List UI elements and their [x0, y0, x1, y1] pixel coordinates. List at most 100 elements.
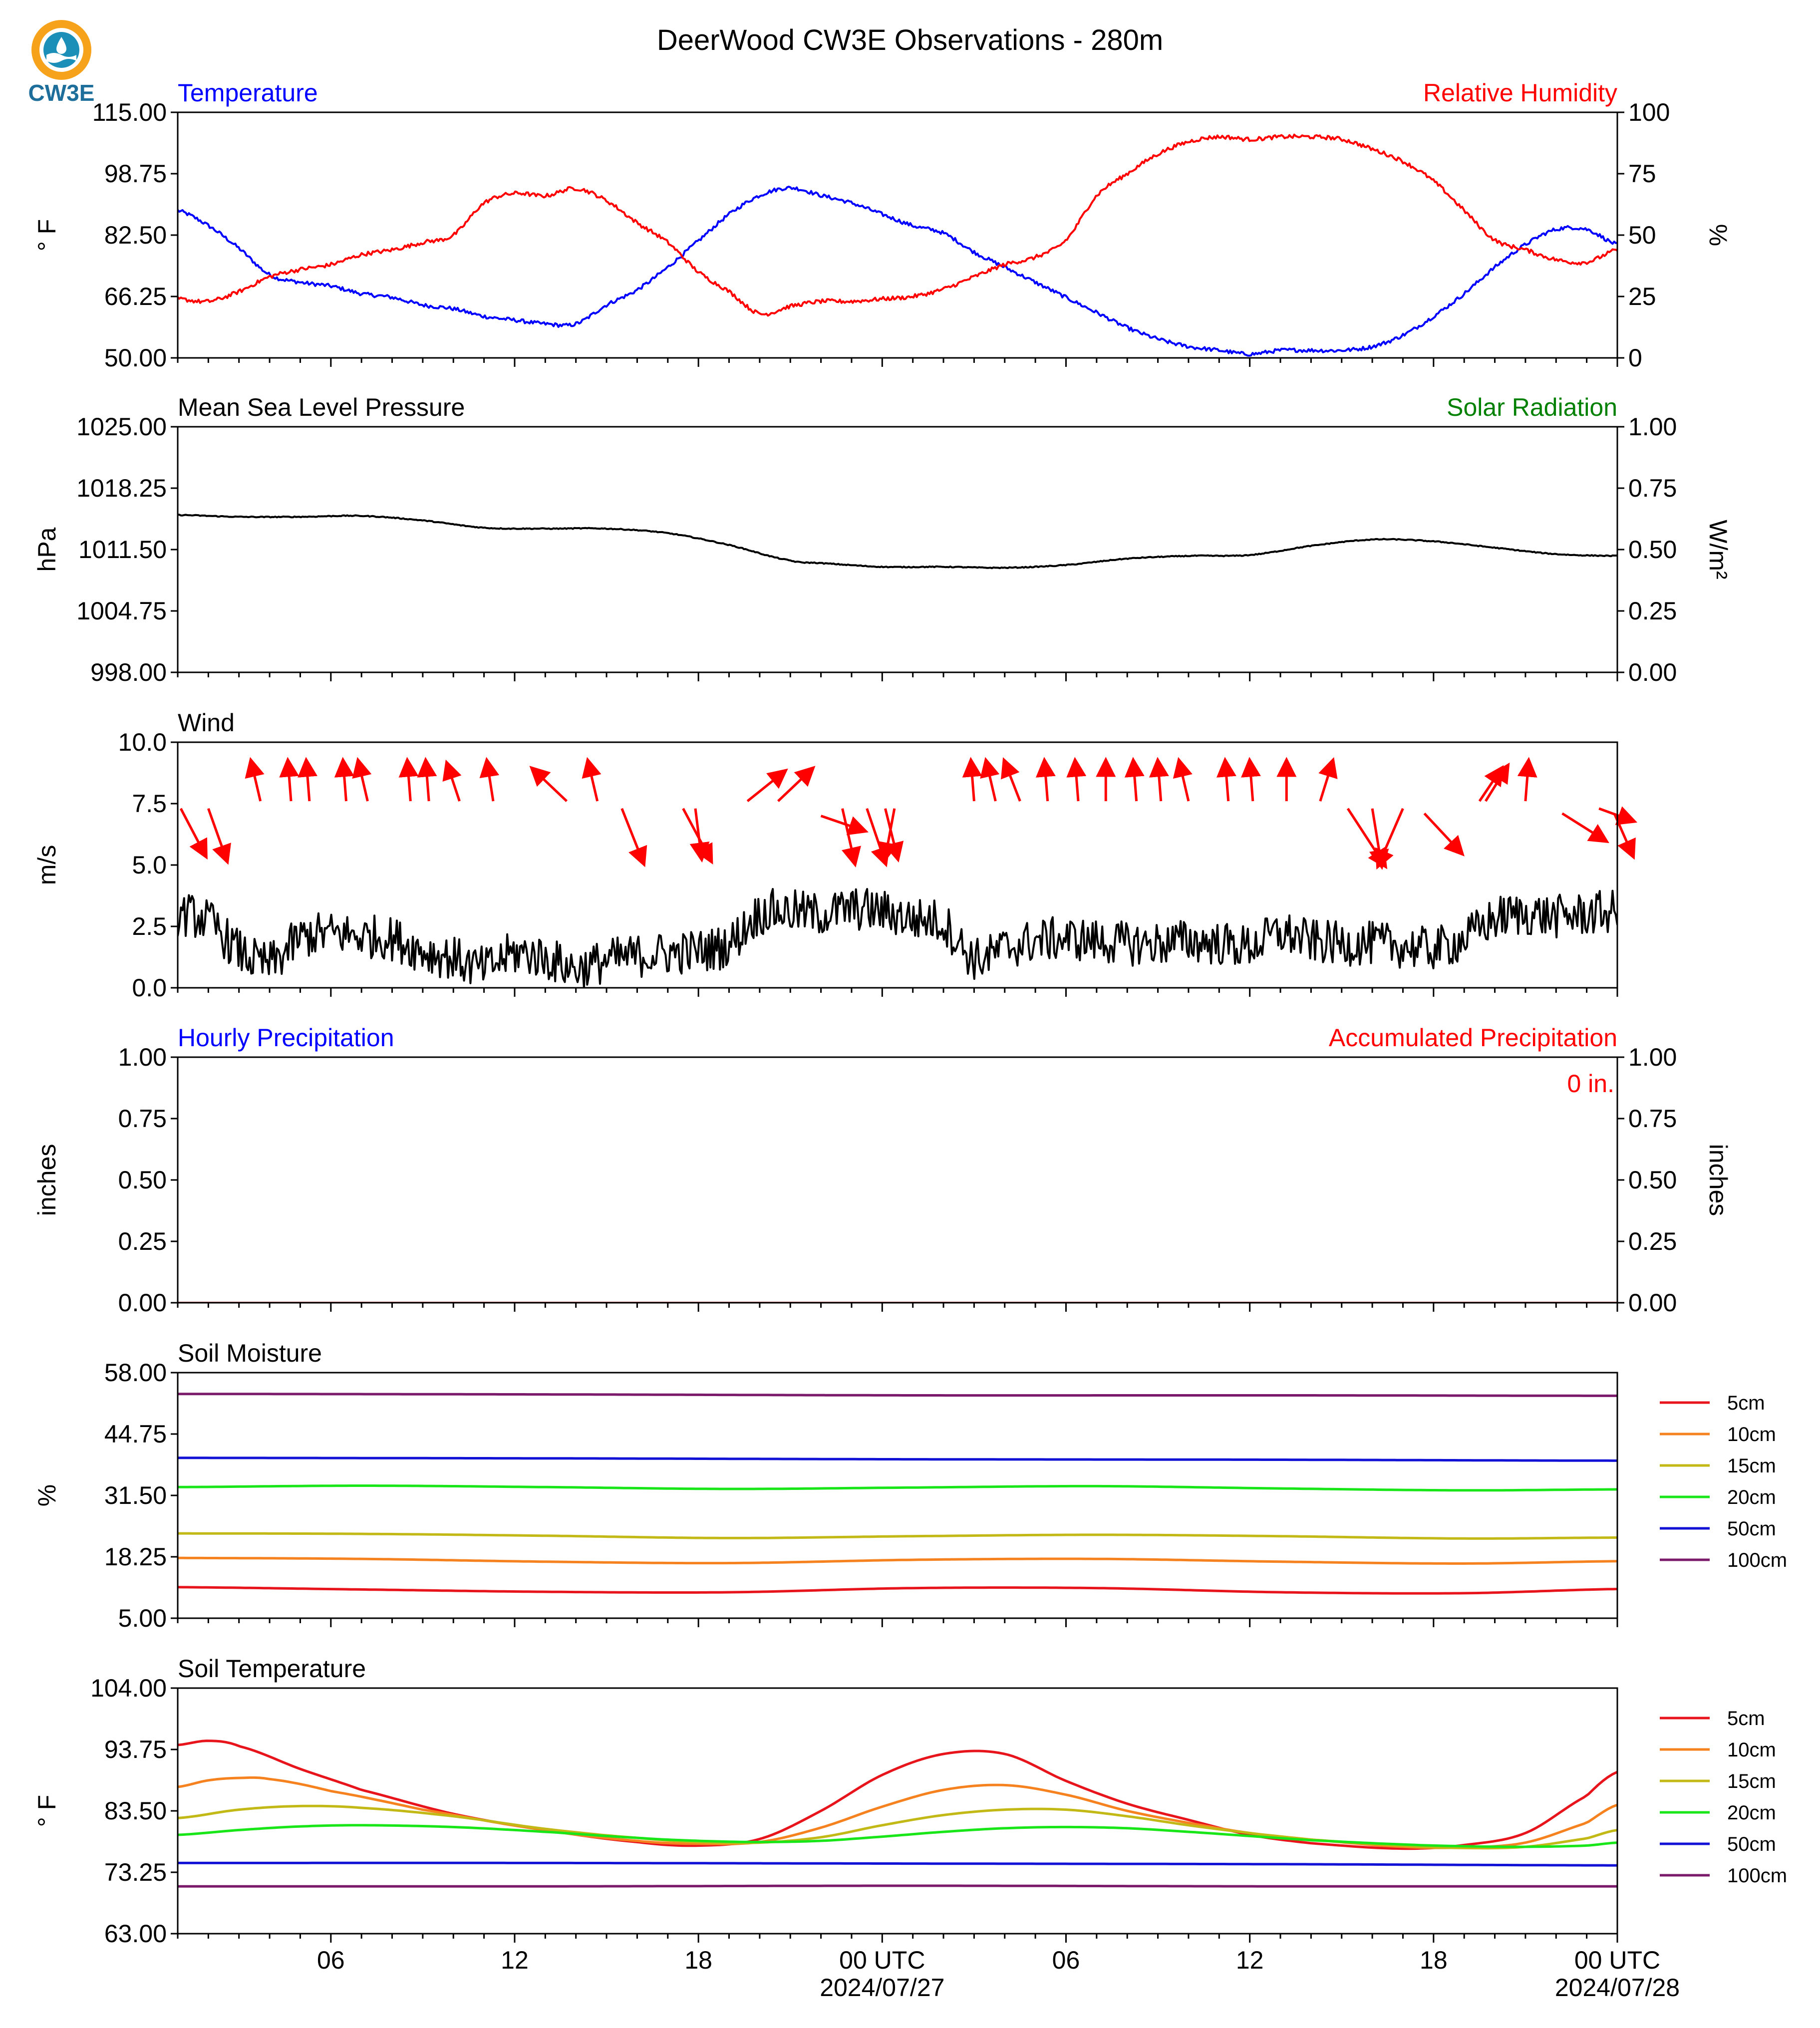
wind-arrow [746, 768, 788, 803]
panel-precipitation: 0.00 0.25 0.50 0.75 1.00 0.00 0.25 0.50 0.75 1.00… [33, 1024, 1732, 1317]
series-line-relative-humidity [178, 133, 1617, 317]
y-tick-label-right: 100 [1628, 98, 1670, 126]
y-tick-label-right: 1.00 [1628, 413, 1677, 441]
y-axis-label: inches [33, 1144, 61, 1216]
wind-arrow [298, 757, 317, 802]
y-tick-label: 1.00 [118, 1043, 167, 1071]
plot-frame [177, 741, 1618, 989]
wind-arrow [1375, 808, 1404, 870]
y-tick-label-right: 0.75 [1628, 474, 1677, 502]
plot-frame [177, 426, 1618, 673]
series-line-50cm [178, 1456, 1617, 1462]
y-tick-label: 58.00 [104, 1359, 167, 1387]
series-line-mean-sea-level-pressure [178, 514, 1617, 570]
panel-wind: 0.0 2.5 5.0 7.5 10.0 m/s Wind [33, 709, 1638, 1002]
wind-arrow [1124, 757, 1145, 802]
x-tick-label: 06 [317, 1946, 345, 1974]
y-tick-label-right: 75 [1628, 160, 1656, 188]
legend-label: 10cm [1727, 1739, 1776, 1761]
y-tick-label: 0.50 [118, 1166, 167, 1194]
y-tick-label-right: 0.25 [1628, 1227, 1677, 1255]
legend-label: 50cm [1727, 1833, 1776, 1855]
plot-frame [177, 1056, 1618, 1304]
y-tick-label-right: 1.00 [1628, 1043, 1677, 1071]
panel-temperature: 50.00 66.25 82.50 98.75 115.00 0 25 50 75 100 ° F%… [33, 79, 1732, 372]
series-group [178, 888, 1617, 988]
panel-title-left: Mean Sea Level Pressure [178, 393, 465, 421]
legend-label: 15cm [1727, 1770, 1776, 1792]
x-tick-label: 18 [684, 1946, 712, 1974]
y-tick-label: 0.00 [118, 1289, 167, 1317]
y-axis-label: hPa [33, 527, 61, 572]
legend-label: 100cm [1727, 1549, 1787, 1571]
wind-arrow [529, 766, 568, 802]
y-tick-label: 1018.25 [76, 474, 167, 502]
series-group [178, 514, 1617, 570]
figure-title: DeerWood CW3E Observations - 280m [657, 24, 1163, 56]
series-line-wind-speed [178, 888, 1617, 988]
series-group [178, 1739, 1617, 1888]
y-axis-label: ° F [33, 1795, 61, 1827]
wind-arrow [1561, 812, 1609, 844]
y-tick-label: 73.25 [104, 1858, 167, 1886]
panel-soil_moisture: 5.00 18.25 31.50 44.75 58.00% Soil Moisture 5c… [33, 1339, 1787, 1632]
y-tick-label-right: 0.25 [1628, 597, 1677, 625]
series-line-20cm [178, 1824, 1617, 1848]
y-tick-label-right: 0.75 [1628, 1105, 1677, 1133]
series-line-15cm [178, 1532, 1617, 1540]
y-tick-label: 115.00 [92, 98, 167, 126]
y-tick-label-right: 0.50 [1628, 536, 1677, 564]
plot-frame [177, 111, 1618, 359]
x-tick-label: 00 UTC [1574, 1946, 1660, 1974]
wind-arrow [1001, 757, 1021, 802]
panel-pressure: 998.00 1004.75 1011.50 1018.25 1025.00 0.00 0.… [33, 393, 1732, 686]
wind-arrow [352, 757, 372, 802]
y-tick-label: 2.5 [132, 912, 167, 940]
wind-arrow [1066, 757, 1087, 802]
y-tick-label: 50.00 [104, 344, 167, 372]
y-tick-label-right: 0.00 [1628, 1289, 1677, 1317]
legend-label: 15cm [1727, 1455, 1776, 1477]
y-tick-label: 66.25 [104, 283, 167, 310]
y-tick-label: 0.25 [118, 1227, 167, 1255]
x-date-label: 2024/07/27 [820, 1974, 944, 2002]
wind-arrow [398, 757, 419, 802]
y-axis-label: % [33, 1484, 61, 1506]
y-tick-label: 83.50 [104, 1797, 167, 1825]
y-tick-label: 93.75 [104, 1736, 167, 1763]
legend-label: 50cm [1727, 1518, 1776, 1540]
wind-arrow [620, 808, 647, 868]
panel-title-left: Hourly Precipitation [178, 1024, 394, 1052]
panel-soil_temperature: 63.00 73.25 83.50 93.75 104.00 ° F Soil Temper… [33, 1655, 1787, 1948]
series-line-20cm [178, 1484, 1617, 1492]
panel-title-right: Accumulated Precipitation [1329, 1024, 1617, 1052]
y-tick-label: 98.75 [104, 160, 167, 188]
wind-arrow [179, 808, 208, 860]
y-tick-label-right: 50 [1628, 221, 1656, 249]
panel-title-left: Temperature [178, 79, 318, 107]
cw3e-logo-icon [31, 20, 91, 80]
x-date-label: 2024/07/28 [1555, 1974, 1680, 2002]
panel-title-right: Solar Radiation [1447, 393, 1617, 421]
y-tick-label: 5.0 [132, 851, 167, 879]
legend-label: 5cm [1727, 1392, 1765, 1414]
y-tick-label: 82.50 [104, 221, 167, 249]
wind-arrow [1318, 757, 1338, 802]
series-group [178, 133, 1617, 357]
y-tick-label: 1004.75 [76, 597, 167, 625]
wind-arrow [1035, 757, 1056, 802]
wind-arrow [417, 757, 437, 802]
series-line-temperature [178, 186, 1617, 357]
series-line-5cm [178, 1586, 1617, 1595]
y-axis-label: ° F [33, 219, 61, 251]
logo-text: CW3E [28, 80, 95, 106]
legend-label: 20cm [1727, 1486, 1776, 1508]
series-line-5cm [178, 1739, 1617, 1850]
y-axis-label-right: % [1704, 224, 1732, 246]
wind-arrow [479, 757, 500, 802]
legend-label: 20cm [1727, 1802, 1776, 1824]
wind-arrow [334, 757, 354, 802]
y-tick-label: 7.5 [132, 790, 167, 818]
y-axis-label-right: inches [1704, 1144, 1732, 1216]
